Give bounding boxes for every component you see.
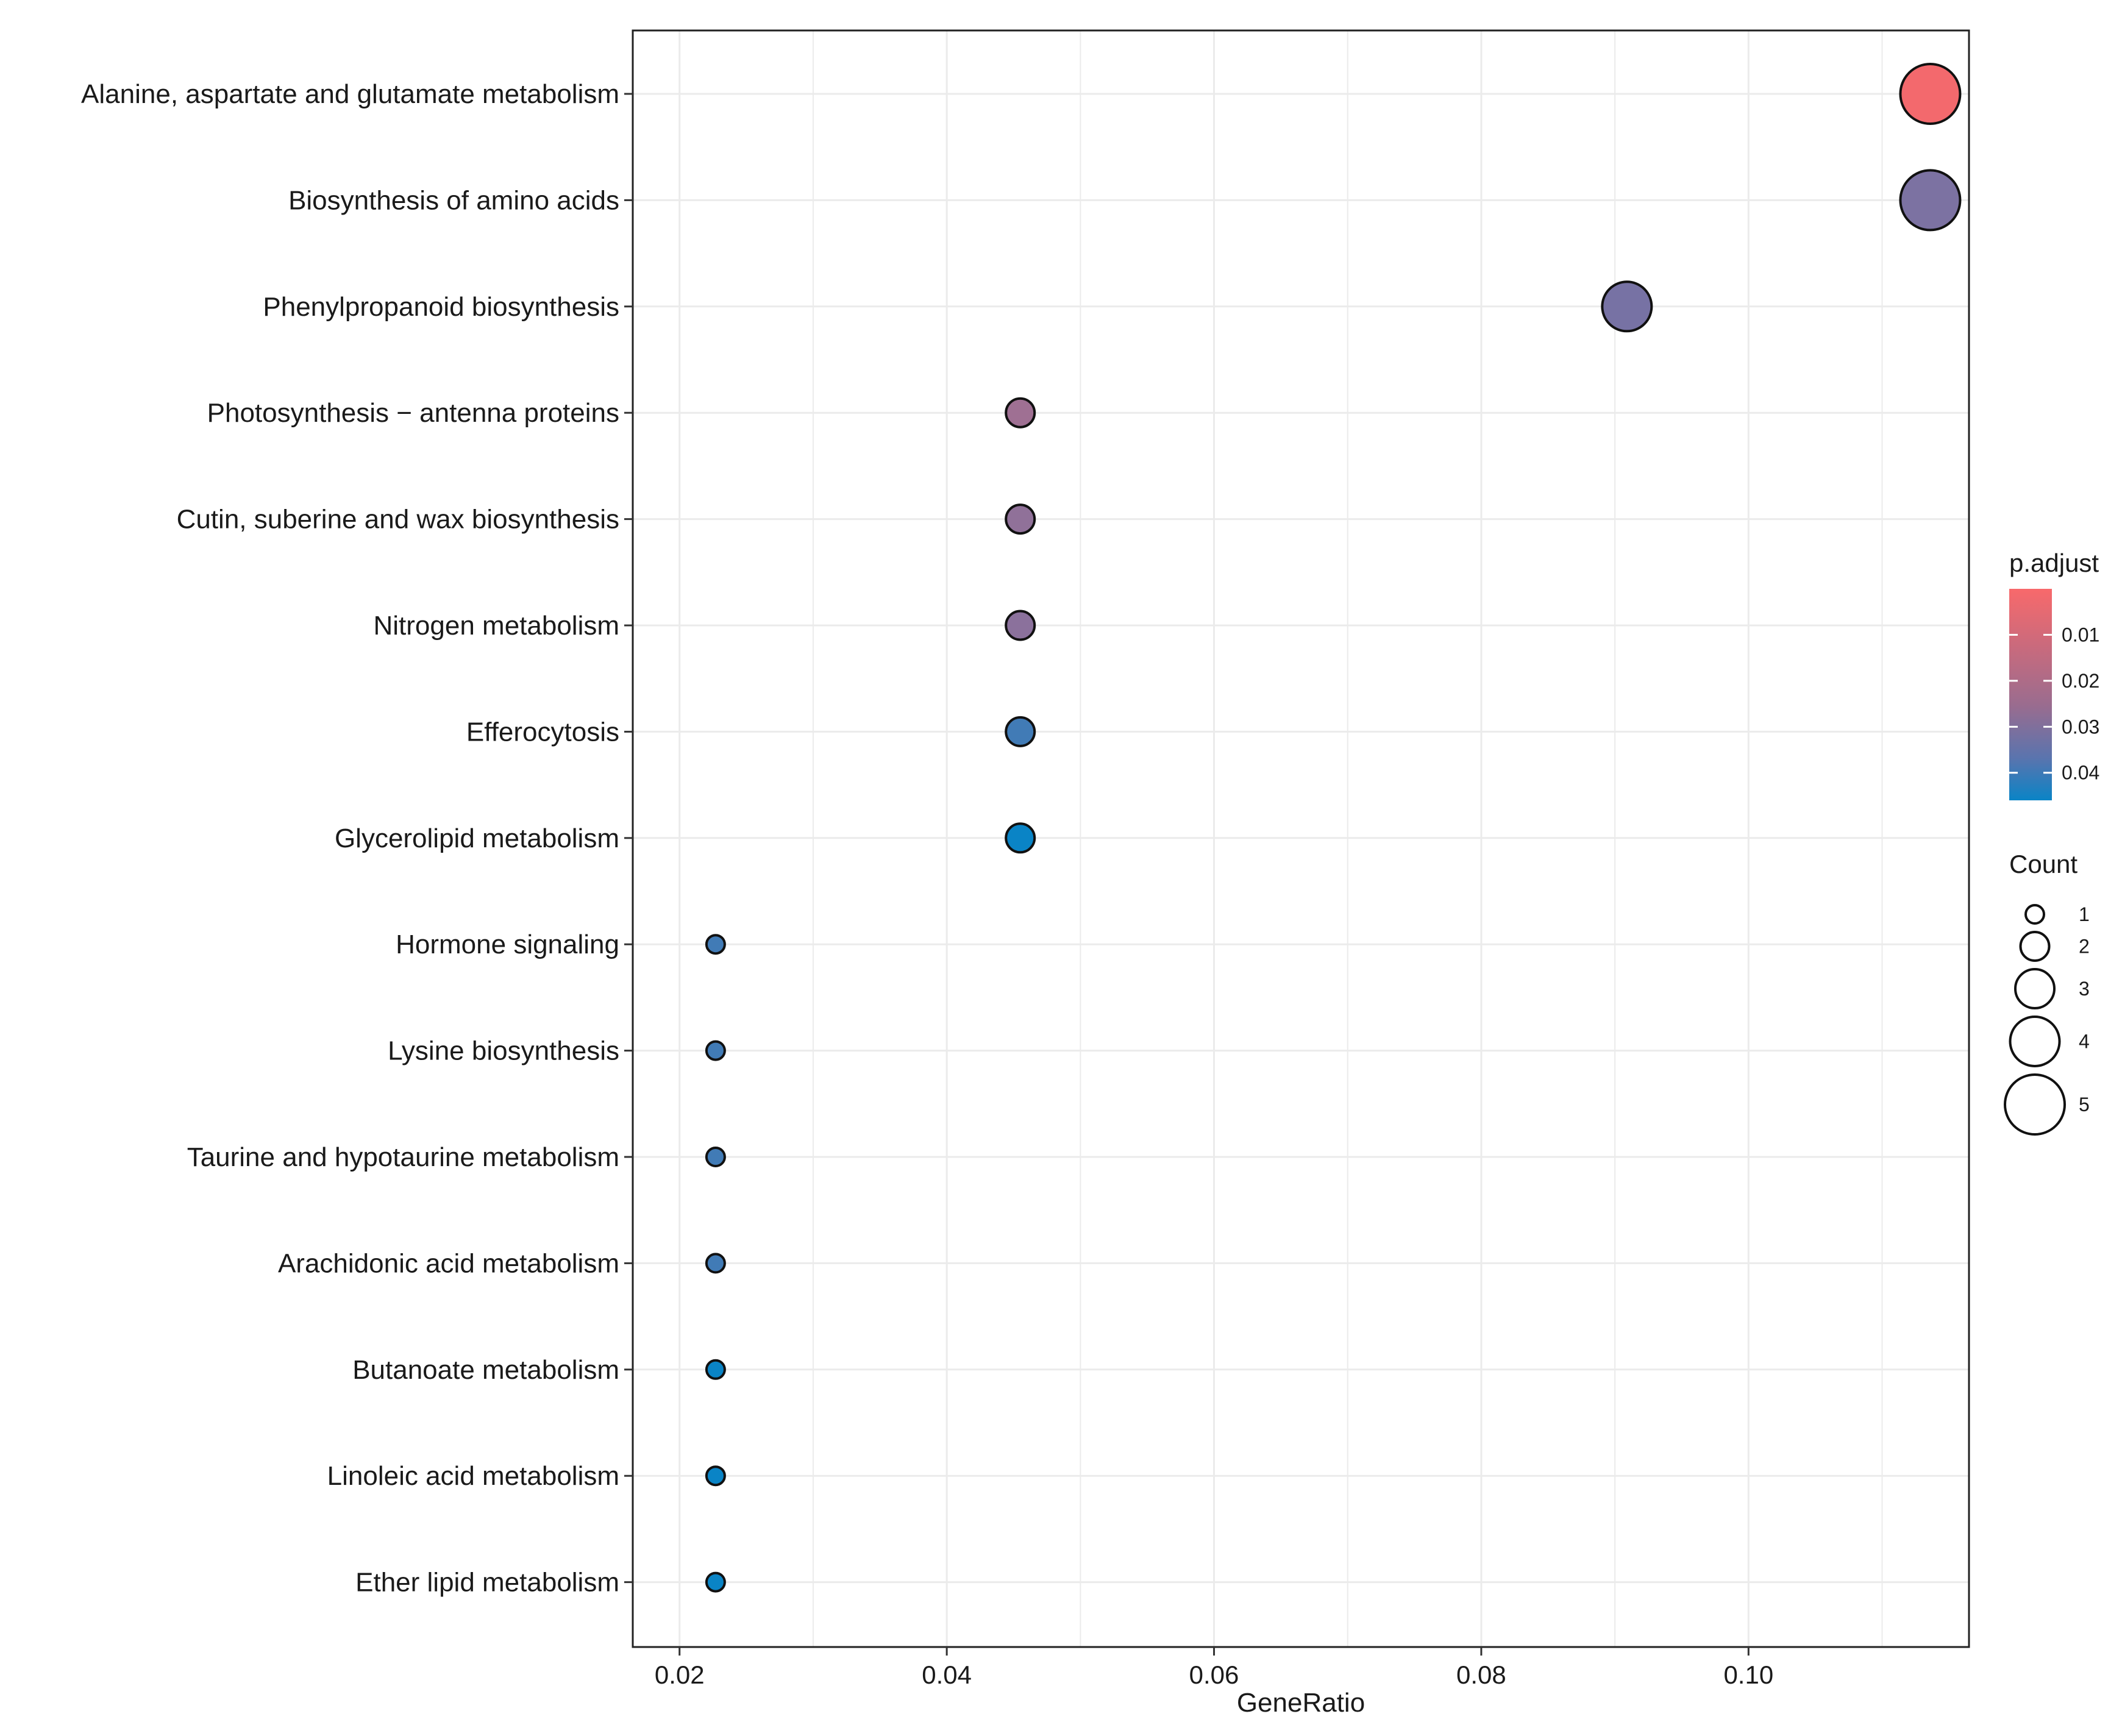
data-point xyxy=(1005,397,1036,429)
y-tick-label: Arachidonic acid metabolism xyxy=(278,1248,619,1278)
legend-color-tick-label: 0.04 xyxy=(2062,762,2099,784)
x-axis: 0.02 0.04 0.06 0.08 0.10 xyxy=(655,1647,1773,1689)
x-tick-label: 0.08 xyxy=(1456,1660,1506,1689)
grid-lines xyxy=(633,30,1969,1647)
y-axis: Alanine, aspartate and glutamate metabol… xyxy=(81,79,633,1598)
data-point xyxy=(705,1465,726,1487)
data-point xyxy=(1005,716,1036,747)
y-tick-label: Alanine, aspartate and glutamate metabol… xyxy=(81,79,619,109)
data-point xyxy=(705,1359,726,1380)
y-tick-label: Photosynthesis − antenna proteins xyxy=(207,398,619,428)
legend-size-label: 5 xyxy=(2079,1094,2090,1115)
data-point xyxy=(1005,822,1036,854)
legend-color-tick-label: 0.02 xyxy=(2062,670,2099,692)
x-tick-label: 0.10 xyxy=(1723,1660,1773,1689)
legend-size-circle xyxy=(2004,1073,2066,1136)
y-tick-label: Nitrogen metabolism xyxy=(374,611,620,641)
data-point xyxy=(1005,610,1036,641)
legend-size-label: 2 xyxy=(2079,936,2090,958)
x-tick-label: 0.06 xyxy=(1189,1660,1239,1689)
y-tick-label: Efferocytosis xyxy=(466,717,619,747)
legend-size-circle xyxy=(2024,904,2045,925)
legend-color-tick-label: 0.01 xyxy=(2062,624,2099,646)
y-tick-label: Butanoate metabolism xyxy=(352,1355,619,1385)
y-tick-label: Cutin, suberine and wax biosynthesis xyxy=(177,505,619,535)
legend-size-label: 4 xyxy=(2079,1031,2090,1053)
legend-size-title: Count xyxy=(2009,850,2077,878)
data-point xyxy=(705,1147,726,1167)
legend-size-circle xyxy=(2014,968,2056,1009)
data-point xyxy=(705,1571,726,1593)
data-point xyxy=(1899,169,1962,232)
y-tick-label: Phenylpropanoid biosynthesis xyxy=(263,292,619,322)
y-tick-label: Taurine and hypotaurine metabolism xyxy=(187,1142,619,1172)
legend-size-label: 1 xyxy=(2079,903,2090,925)
data-points xyxy=(705,63,1962,1593)
legend-size-label: 3 xyxy=(2079,978,2090,1000)
x-tick-label: 0.02 xyxy=(655,1660,705,1689)
legend-colorbar xyxy=(2009,589,2052,800)
legend-size-circle xyxy=(2019,931,2051,962)
legend-size-circle xyxy=(2009,1016,2061,1067)
legend-color-title: p.adjust xyxy=(2009,549,2099,577)
data-point xyxy=(705,1040,726,1061)
y-tick-label: Ether lipid metabolism xyxy=(355,1568,619,1598)
data-point xyxy=(1601,280,1653,333)
data-point xyxy=(705,934,726,955)
y-tick-label: Lysine biosynthesis xyxy=(388,1036,619,1066)
data-point xyxy=(1005,503,1036,535)
legend-color: p.adjust 0.01 0.02 0.03 0.04 xyxy=(2009,549,2099,800)
y-tick-label: Glycerolipid metabolism xyxy=(335,824,619,853)
y-tick-label: Biosynthesis of amino acids xyxy=(288,185,619,215)
legend-color-tick-label: 0.03 xyxy=(2062,716,2099,738)
legend-size: Count 1 2 3 4 5 xyxy=(2004,850,2090,1136)
x-tick-label: 0.04 xyxy=(922,1660,972,1689)
data-point xyxy=(705,1253,726,1274)
x-axis-title: GeneRatio xyxy=(1237,1688,1365,1718)
data-point xyxy=(1899,63,1962,125)
y-tick-label: Linoleic acid metabolism xyxy=(327,1461,619,1491)
y-tick-label: Hormone signaling xyxy=(396,930,619,959)
